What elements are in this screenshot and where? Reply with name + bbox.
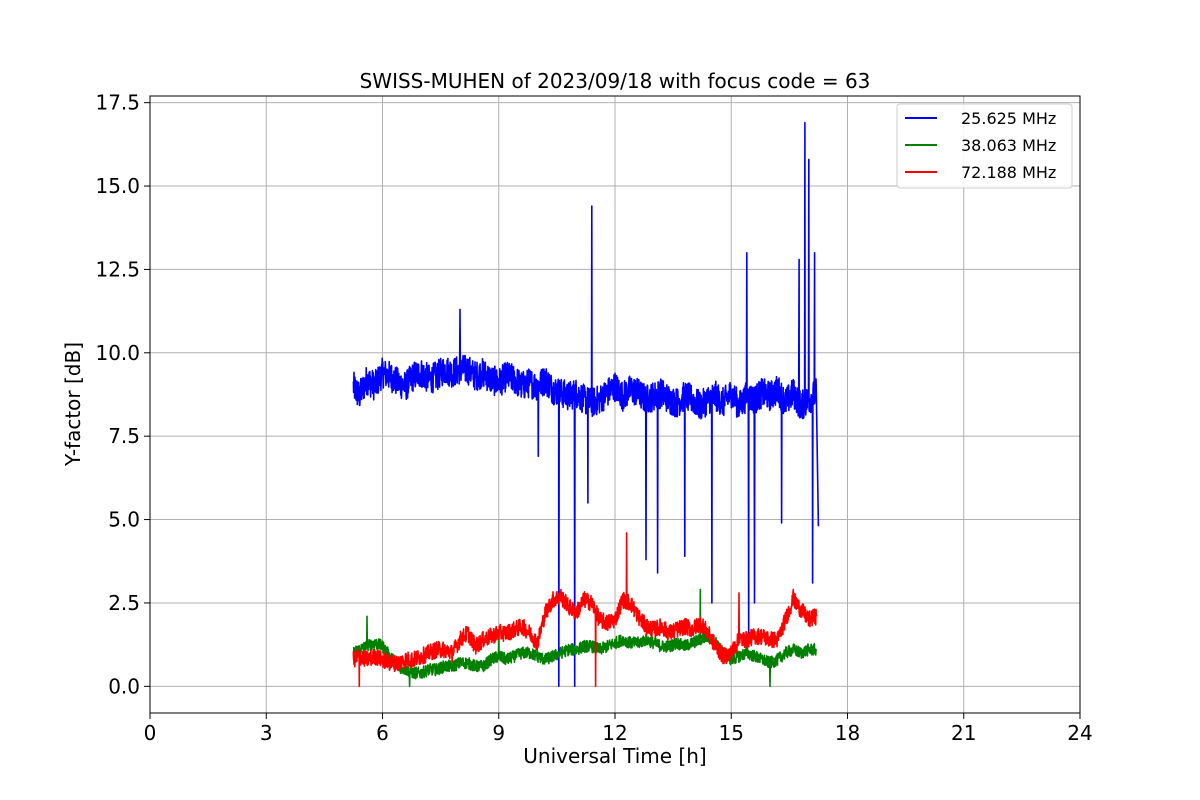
x-tick-label: 6 xyxy=(376,721,389,745)
x-ticks: 0 3 6 9 12 15 18 21 24 xyxy=(144,713,1093,745)
x-tick-label: 0 xyxy=(144,721,157,745)
x-tick-label: 15 xyxy=(719,721,744,745)
y-tick-label: 5.0 xyxy=(108,508,140,532)
x-tick-label: 3 xyxy=(260,721,273,745)
legend-label-1: 25.625 MHz xyxy=(961,109,1056,128)
series-line-1 xyxy=(352,121,820,688)
x-tick-label: 21 xyxy=(951,721,976,745)
chart-title: SWISS-MUHEN of 2023/09/18 with focus cod… xyxy=(360,69,871,93)
y-tick-label: 7.5 xyxy=(108,424,140,448)
y-tick-label: 12.5 xyxy=(95,257,140,281)
y-tick-label: 2.5 xyxy=(108,591,140,615)
y-tick-label: 10.0 xyxy=(95,341,140,365)
y-tick-label: 15.0 xyxy=(95,174,140,198)
y-tick-label: 0.0 xyxy=(108,674,140,698)
legend-label-3: 72.188 MHz xyxy=(961,163,1056,182)
x-tick-label: 12 xyxy=(602,721,627,745)
legend: 25.625 MHz 38.063 MHz 72.188 MHz xyxy=(896,103,1073,189)
x-axis-label: Universal Time [h] xyxy=(523,744,706,768)
series-line-3 xyxy=(352,532,818,688)
y-axis-label: Y-factor [dB] xyxy=(61,342,85,467)
legend-label-2: 38.063 MHz xyxy=(961,136,1056,155)
y-ticks: 0.0 2.5 5.0 7.5 10.0 12.5 15.0 17.5 xyxy=(95,91,150,698)
x-tick-label: 18 xyxy=(835,721,860,745)
legend-box xyxy=(896,103,1073,189)
x-tick-label: 24 xyxy=(1067,721,1092,745)
y-tick-label: 17.5 xyxy=(95,91,140,115)
x-tick-label: 9 xyxy=(492,721,505,745)
series-layer xyxy=(352,121,820,688)
series-line-2 xyxy=(352,588,818,688)
